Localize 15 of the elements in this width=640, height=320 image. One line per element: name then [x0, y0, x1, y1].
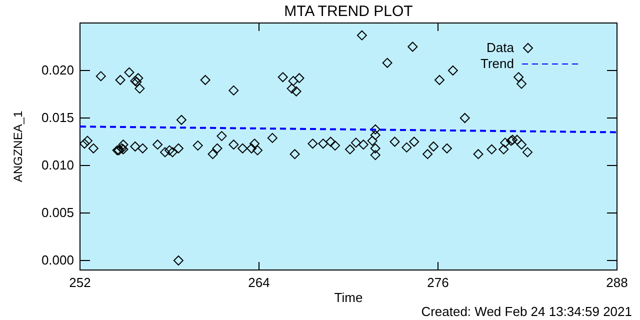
x-tick-label: 276 [427, 275, 449, 290]
x-tick-label: 288 [606, 275, 628, 290]
x-axis-title: Time [334, 290, 363, 305]
chart-title: MTA TREND PLOT [284, 3, 413, 20]
legend-label: Trend [480, 56, 514, 71]
text: Created: Wed Feb 24 13:34:59 2021 [421, 304, 632, 319]
y-tick-label: 0.000 [41, 252, 74, 268]
y-tick-label: 0.020 [41, 62, 74, 78]
y-tick-label: 0.010 [41, 158, 74, 172]
y-axis-title: ANGZNEA_1 [11, 110, 25, 182]
legend-label: Data [486, 40, 515, 55]
y-tick-label: 0.005 [41, 205, 74, 220]
y-tick-label: 0.015 [41, 110, 74, 125]
x-tick-label: 264 [248, 275, 270, 290]
x-tick-label: 252 [69, 275, 91, 290]
